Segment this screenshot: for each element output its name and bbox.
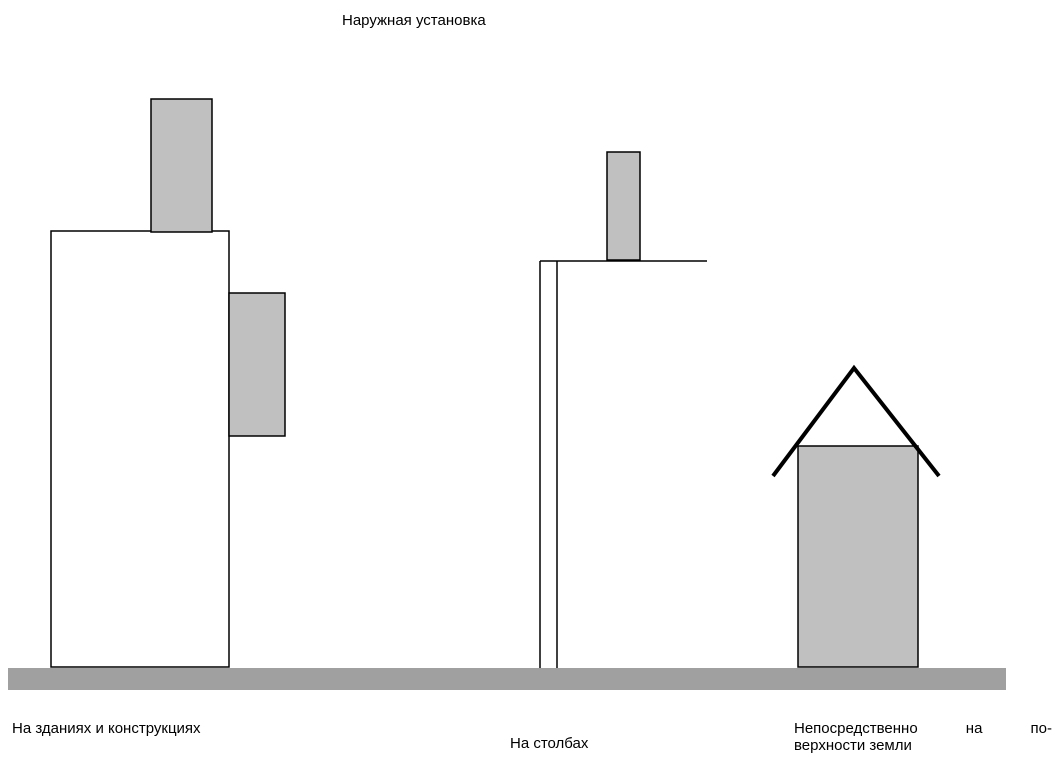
label-ground-word: на [965,720,983,737]
label-ground-surface-line1: Непосредственно на по- [794,720,1052,738]
building [50,230,230,668]
wall-mounted-unit [228,292,286,437]
diagram-title: Наружная установка [342,12,486,29]
ground-unit [797,445,919,668]
label-ground-word: по- [1030,720,1052,737]
label-ground-word: Непосредственно [794,720,918,737]
label-ground-surface-line2: верхности земли [794,737,912,754]
label-buildings-and-structures: На зданиях и конструкциях [12,720,201,737]
label-on-poles: На столбах [510,735,589,752]
ground-strip [8,668,1006,690]
pole-structure [539,260,707,668]
pole-mounted-unit [606,151,641,261]
rooftop-unit [150,98,213,233]
protective-roof [771,364,941,478]
